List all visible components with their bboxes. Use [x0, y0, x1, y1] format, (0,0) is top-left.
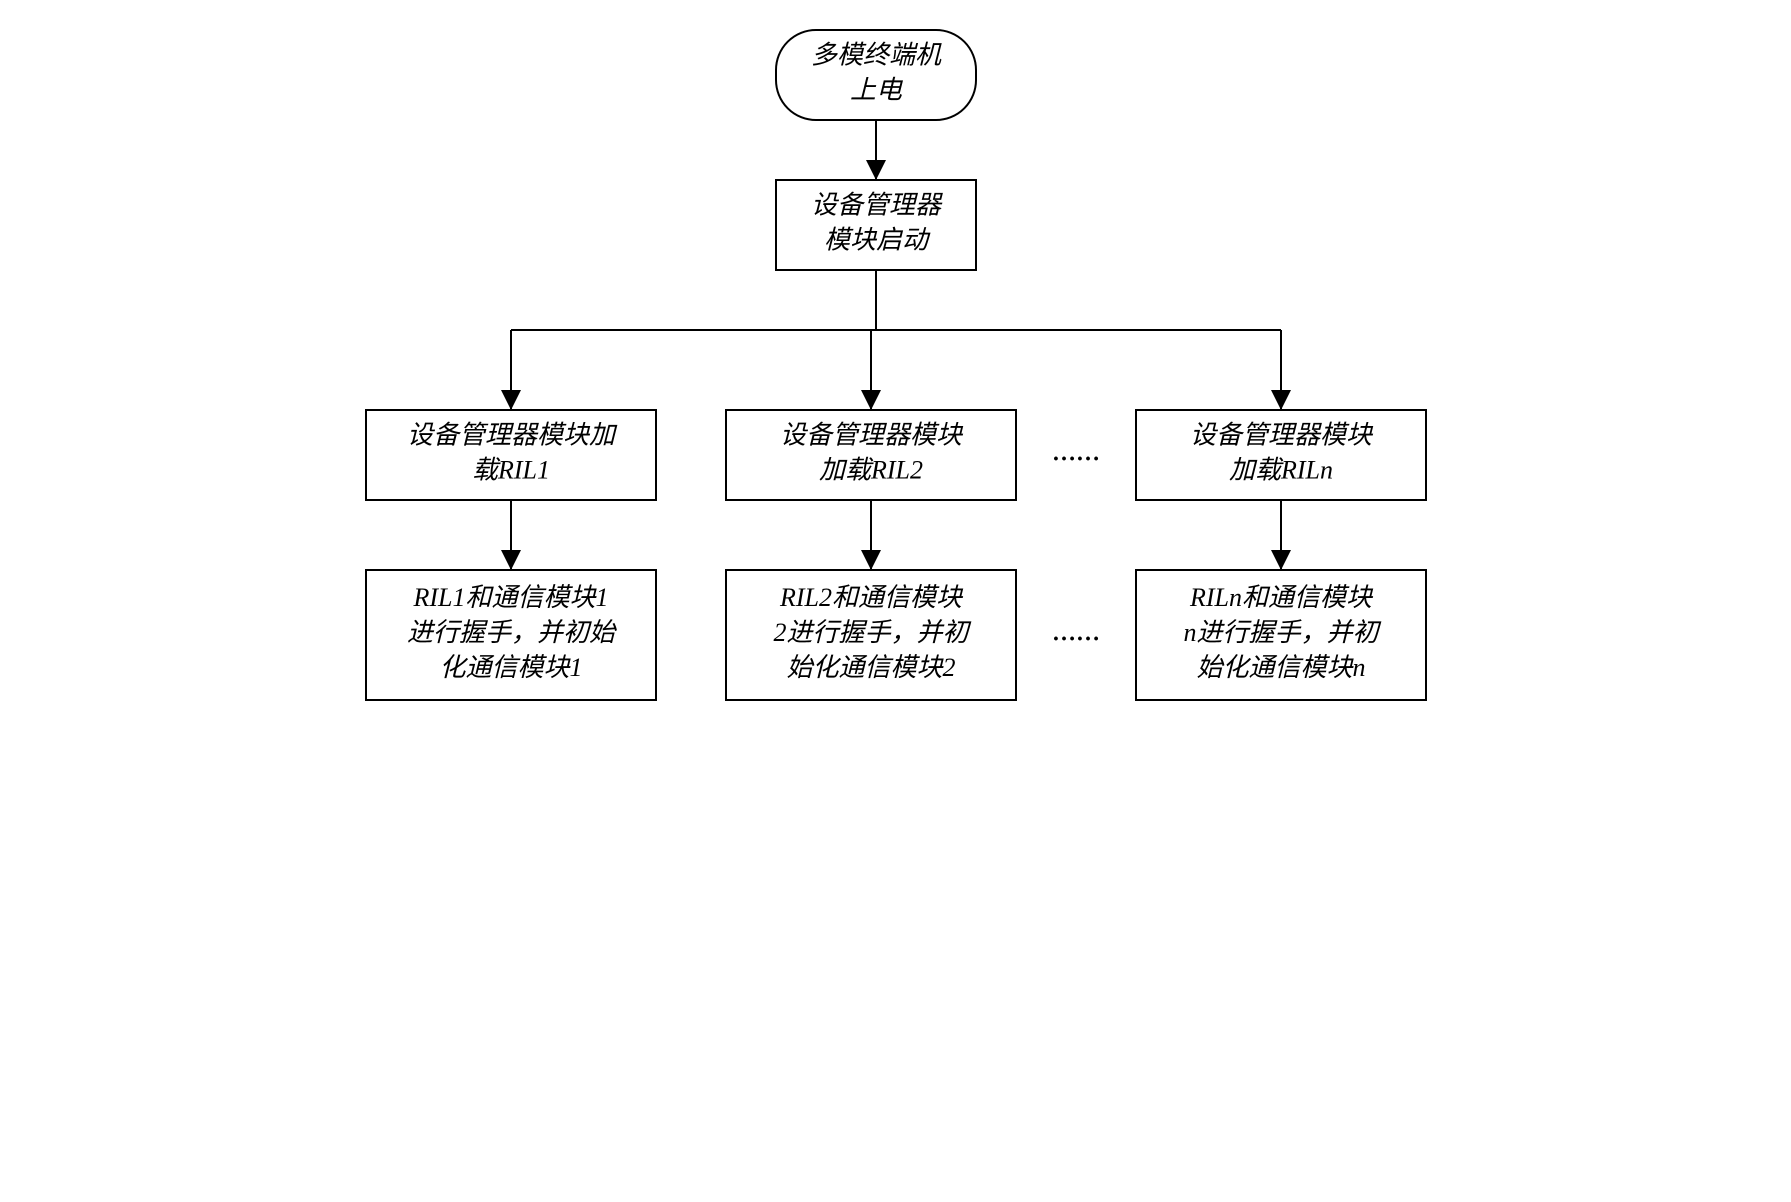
node-handn-line1: n进行握手，并初 — [1183, 618, 1381, 647]
node-load2-line1: 加载RIL2 — [818, 456, 922, 485]
node-load1: 设备管理器模块加载RIL1 — [366, 410, 656, 500]
node-handn: RILn和通信模块 n进行握手，并初始化通信模块n — [1136, 570, 1426, 700]
node-device_mgr-line0: 设备管理器 — [810, 190, 942, 219]
ellipsis-1: …… — [1052, 621, 1100, 647]
node-hand1: RIL1和通信模块1 进行握手，并初始化通信模块1 — [366, 570, 656, 700]
node-hand2-line1: 2进行握手，并初 — [773, 618, 971, 647]
node-start-line1: 上电 — [849, 76, 902, 105]
node-load1-line1: 载RIL1 — [471, 456, 549, 485]
node-handn-line0: RILn和通信模块 — [1188, 583, 1373, 612]
node-hand2: RIL2和通信模块 2进行握手，并初始化通信模块2 — [726, 570, 1016, 700]
node-hand1-line2: 化通信模块1 — [439, 653, 582, 682]
node-loadn-line1: 加载RILn — [1228, 456, 1332, 485]
node-start-line0: 多模终端机 — [810, 40, 941, 69]
node-handn-line2: 始化通信模块n — [1196, 653, 1365, 682]
node-loadn-line0: 设备管理器模块 — [1189, 420, 1373, 449]
node-hand2-line2: 始化通信模块2 — [786, 653, 955, 682]
node-load1-line0: 设备管理器模块加 — [406, 420, 617, 449]
flowchart-diagram: 多模终端机上电设备管理器模块启动设备管理器模块加载RIL1设备管理器模块加载RI… — [356, 20, 1436, 770]
node-load2-line0: 设备管理器模块 — [779, 420, 963, 449]
node-device_mgr-line1: 模块启动 — [823, 226, 930, 255]
node-load2: 设备管理器模块加载RIL2 — [726, 410, 1016, 500]
node-hand1-line1: 进行握手，并初始 — [406, 618, 616, 647]
node-loadn: 设备管理器模块加载RILn — [1136, 410, 1426, 500]
node-device_mgr: 设备管理器模块启动 — [776, 180, 976, 270]
node-hand1-line0: RIL1和通信模块1 — [412, 583, 608, 612]
node-start: 多模终端机上电 — [776, 30, 976, 120]
node-hand2-line0: RIL2和通信模块 — [778, 583, 963, 612]
ellipsis-0: …… — [1052, 441, 1100, 467]
